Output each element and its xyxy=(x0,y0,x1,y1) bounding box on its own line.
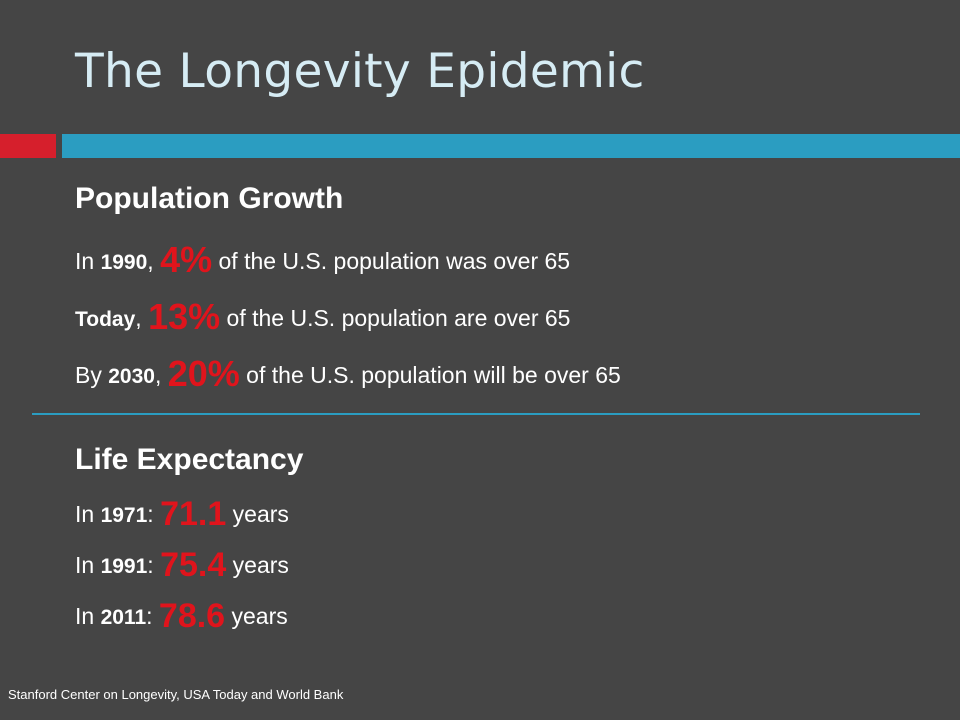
accent-bar-red xyxy=(0,134,56,158)
life-expectancy-heading: Life Expectancy xyxy=(75,443,304,476)
population-line-2030: By 2030, 20% of the U.S. population will… xyxy=(75,353,621,394)
section-divider xyxy=(32,413,920,415)
life-expectancy-line-1971: In 1971: 71.1 years xyxy=(75,495,289,533)
source-footer: Stanford Center on Longevity, USA Today … xyxy=(8,687,344,702)
population-line-1990: In 1990, 4% of the U.S. population was o… xyxy=(75,239,571,280)
life-expectancy-line-2011: In 2011: 78.6 years xyxy=(75,597,288,635)
accent-bar-blue xyxy=(62,134,960,158)
population-heading: Population Growth xyxy=(75,182,344,215)
life-expectancy-line-1991: In 1991: 75.4 years xyxy=(75,546,289,584)
population-line-today: Today, 13% of the U.S. population are ov… xyxy=(75,296,571,337)
slide-title: The Longevity Epidemic xyxy=(75,44,645,99)
